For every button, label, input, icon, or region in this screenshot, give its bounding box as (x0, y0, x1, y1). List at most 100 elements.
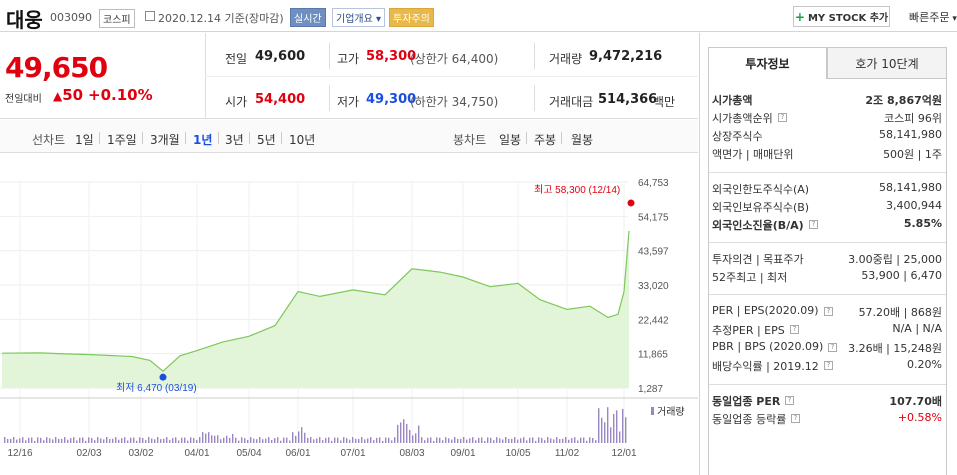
tab-investment-info[interactable]: 투자정보 (708, 47, 827, 79)
info-row-label: PBR | BPS (2020.09) (712, 340, 824, 353)
help-icon[interactable]: ? (809, 220, 818, 229)
volume-bar (181, 437, 183, 443)
info-row-label: PER | EPS(2020.09) (712, 304, 819, 317)
period-5y[interactable]: 5년 (257, 133, 276, 147)
volume-bar (145, 440, 147, 443)
volume-bar (136, 440, 138, 443)
volume-bar (499, 438, 501, 443)
help-icon[interactable]: ? (824, 361, 833, 370)
volume-bar (220, 439, 222, 443)
volume-bar (124, 437, 126, 443)
min-label: 최저 6,470 (03/19) (116, 382, 197, 394)
quick-order-button[interactable]: 빠른주문 ▾ (909, 9, 957, 25)
volume-bar (115, 437, 117, 443)
info-row-label: 52주최고 | 최저 (712, 271, 788, 284)
volume-bar (67, 439, 69, 443)
info-row: 외국인소진율(B/A)? 5.85% (712, 217, 942, 234)
volume-bar (619, 431, 621, 443)
volume-bars (4, 407, 627, 443)
volume-bar (151, 438, 153, 443)
volume-bar (88, 437, 90, 443)
info-row: 추정PER | EPS? N/A | N/A (712, 322, 942, 339)
volume-bar (529, 437, 531, 443)
company-overview-label: 기업개요 (336, 14, 373, 25)
volume-bar (7, 438, 9, 443)
chevron-down-icon: ▾ (372, 14, 382, 25)
volume-bar (490, 437, 492, 443)
volume-bar (22, 437, 24, 443)
x-tick-label: 10/05 (505, 448, 530, 459)
volume-bar (64, 437, 66, 443)
y-tick-label: 43,597 (638, 247, 669, 258)
info-row: 시가총액 2조 8,867억원 (712, 92, 942, 109)
volume-bar (25, 440, 27, 443)
help-icon[interactable]: ? (778, 113, 787, 122)
y-tick-label: 1,287 (638, 384, 663, 395)
help-icon[interactable]: ? (790, 325, 799, 334)
volume-bar (475, 440, 477, 443)
help-icon[interactable]: ? (785, 396, 794, 405)
info-row-value: 58,141,980 (879, 128, 942, 141)
open-value: 54,400 (255, 92, 306, 107)
volume-bar (214, 435, 216, 443)
volume-bar (247, 439, 249, 443)
info-row-label: 시가총액 (712, 94, 753, 107)
volume-bar (76, 440, 78, 443)
candle-daily[interactable]: 일봉 (499, 133, 522, 147)
info-row-value: 58,141,980 (879, 181, 942, 194)
volume-bar (46, 437, 48, 443)
info-row-value: 3.00중립 | 25,000 (848, 253, 942, 266)
tab-order-book[interactable]: 호가 10단계 (827, 47, 947, 79)
candle-monthly[interactable]: 월봉 (571, 133, 594, 147)
volume-bar (286, 437, 288, 443)
volume-bar (184, 437, 186, 443)
volume-bar (409, 429, 411, 443)
y-tick-label: 33,020 (638, 281, 669, 292)
volume-bar (400, 422, 402, 443)
x-tick-label: 12/16 (7, 448, 32, 459)
volume-bar (577, 440, 579, 443)
period-3m[interactable]: 3개월 (150, 133, 180, 147)
realtime-button[interactable]: 실시간 (290, 8, 326, 27)
info-row: 배당수익률 | 2019.12? 0.20% (712, 358, 942, 375)
info-row: 시가총액순위? 코스피 96위 (712, 110, 942, 127)
volume-bar (82, 437, 84, 443)
volume-bar (613, 413, 615, 443)
candle-weekly[interactable]: 주봉 (534, 133, 557, 147)
volume-bar (592, 437, 594, 443)
volume-bar (541, 437, 543, 443)
mystock-add-button[interactable]: + MY STOCK 추가 (793, 6, 890, 27)
volume-bar (487, 437, 489, 443)
volume-bar (451, 439, 453, 443)
volume-bar (280, 440, 282, 443)
help-icon[interactable]: ? (828, 343, 837, 352)
period-1y[interactable]: 1년 (193, 133, 213, 147)
volume-bar (370, 437, 372, 443)
help-icon[interactable]: ? (824, 307, 833, 316)
volume-bar (526, 440, 528, 443)
help-icon[interactable]: ? (791, 414, 800, 423)
info-row-value: 2조 8,867억원 (865, 94, 942, 107)
period-10y[interactable]: 10년 (289, 133, 316, 147)
x-tick-label: 12/01 (611, 448, 636, 459)
info-row-label: 액면가 | 매매단위 (712, 148, 794, 161)
volume-bar (466, 439, 468, 443)
volume-bar (211, 435, 213, 443)
volume-bar (196, 439, 198, 443)
volume-bar (358, 439, 360, 443)
info-row-label: 외국인소진율(B/A) (712, 219, 804, 232)
period-1w[interactable]: 1주일 (107, 133, 137, 147)
chevron-down-icon: ▾ (949, 14, 957, 24)
volume-bar (229, 437, 231, 443)
volume-bar (52, 439, 54, 443)
max-point-marker (627, 199, 635, 207)
volume-bar (625, 417, 627, 443)
volume-legend: 거래량 (657, 406, 685, 418)
volume-bar (97, 437, 99, 443)
period-3y[interactable]: 3년 (225, 133, 244, 147)
volume-label: 거래량 (549, 52, 583, 66)
volume-bar (346, 438, 348, 443)
volume-bar (157, 437, 159, 443)
period-1d[interactable]: 1일 (75, 133, 94, 147)
company-overview-dropdown[interactable]: 기업개요 ▾ (332, 8, 386, 27)
